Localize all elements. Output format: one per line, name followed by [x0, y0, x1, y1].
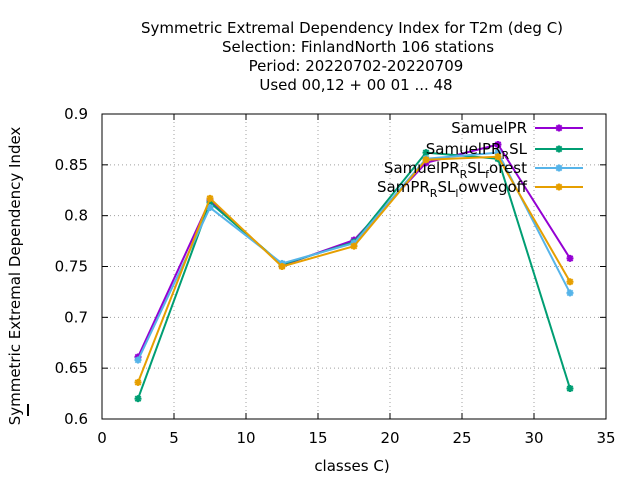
chart-title: Symmetric Extremal Dependency Index for …	[141, 19, 563, 94]
x-tick-label: 15	[308, 429, 327, 447]
y-tick-label: 0.7	[64, 308, 88, 326]
data-point	[278, 263, 286, 270]
x-tick-label: 0	[97, 429, 107, 447]
legend-label: SamPRRSLlowvegoff	[377, 178, 528, 200]
data-point	[566, 385, 574, 392]
title-line-4: Used 00,12 + 00 01 ... 48	[259, 76, 452, 94]
data-point	[134, 378, 142, 386]
x-tick-label: 20	[380, 429, 399, 447]
legend-marker	[555, 124, 563, 132]
y-tick-label: 0.6	[64, 410, 88, 428]
x-tick-label: 25	[452, 429, 471, 447]
data-point	[206, 194, 214, 202]
title-line-2: Selection: FinlandNorth 106 stations	[222, 38, 494, 56]
grid	[102, 114, 606, 419]
data-point	[494, 141, 502, 148]
ticks: 0 5 10 15 20 25 30 35 0.6 0.65 0.7 0.75 0.8 0.85 0.9	[27, 105, 616, 447]
x-tick-label: 30	[524, 429, 543, 447]
data-point	[566, 254, 574, 262]
series-4	[134, 153, 574, 386]
data-point	[134, 356, 142, 364]
x-tick-label: 35	[596, 429, 615, 447]
title-line-3: Period: 20220702-20220709	[249, 57, 464, 75]
data-point	[566, 289, 574, 297]
legend-label: SamuelPRRSL	[426, 140, 528, 162]
x-axis-label: classes C)	[314, 457, 389, 475]
legend-entry-4: SamPRRSLlowvegoff	[377, 178, 583, 200]
data-point	[134, 395, 142, 403]
legend-label: SamuelPRRSLforest	[384, 159, 527, 181]
data-point	[566, 278, 574, 286]
legend-marker	[555, 145, 563, 153]
data-point	[422, 156, 430, 164]
x-tick-label: 10	[236, 429, 255, 447]
legend-entry-1: SamuelPR	[451, 119, 583, 137]
data-point	[206, 204, 214, 212]
y-tick-label: 0.75	[55, 258, 88, 276]
legend: SamuelPR SamuelPRRSLSamuelPRRSLforestSamP…	[377, 119, 583, 200]
data-point	[350, 242, 358, 250]
y-tick-label: 0.65	[55, 359, 88, 377]
y-tick-label: 0.9	[64, 105, 88, 123]
y-axis-label: Symmetric Extremal Dependency Index	[6, 127, 24, 426]
legend-label: SamuelPR	[451, 119, 527, 137]
data-point	[494, 153, 502, 161]
legend-entry-3: SamuelPRRSLforest	[384, 159, 583, 181]
legend-entry-2: SamuelPRRSL	[426, 140, 583, 162]
legend-marker	[555, 164, 563, 172]
x-tick-label: 5	[169, 429, 179, 447]
title-line-1: Symmetric Extremal Dependency Index for …	[141, 19, 563, 37]
legend-marker	[555, 183, 563, 191]
data-point	[422, 149, 430, 157]
y-tick-label: 0.8	[64, 207, 88, 225]
series-lines	[134, 141, 574, 403]
y-tick-label: 0.85	[55, 156, 88, 174]
plot-frame	[101, 113, 607, 420]
